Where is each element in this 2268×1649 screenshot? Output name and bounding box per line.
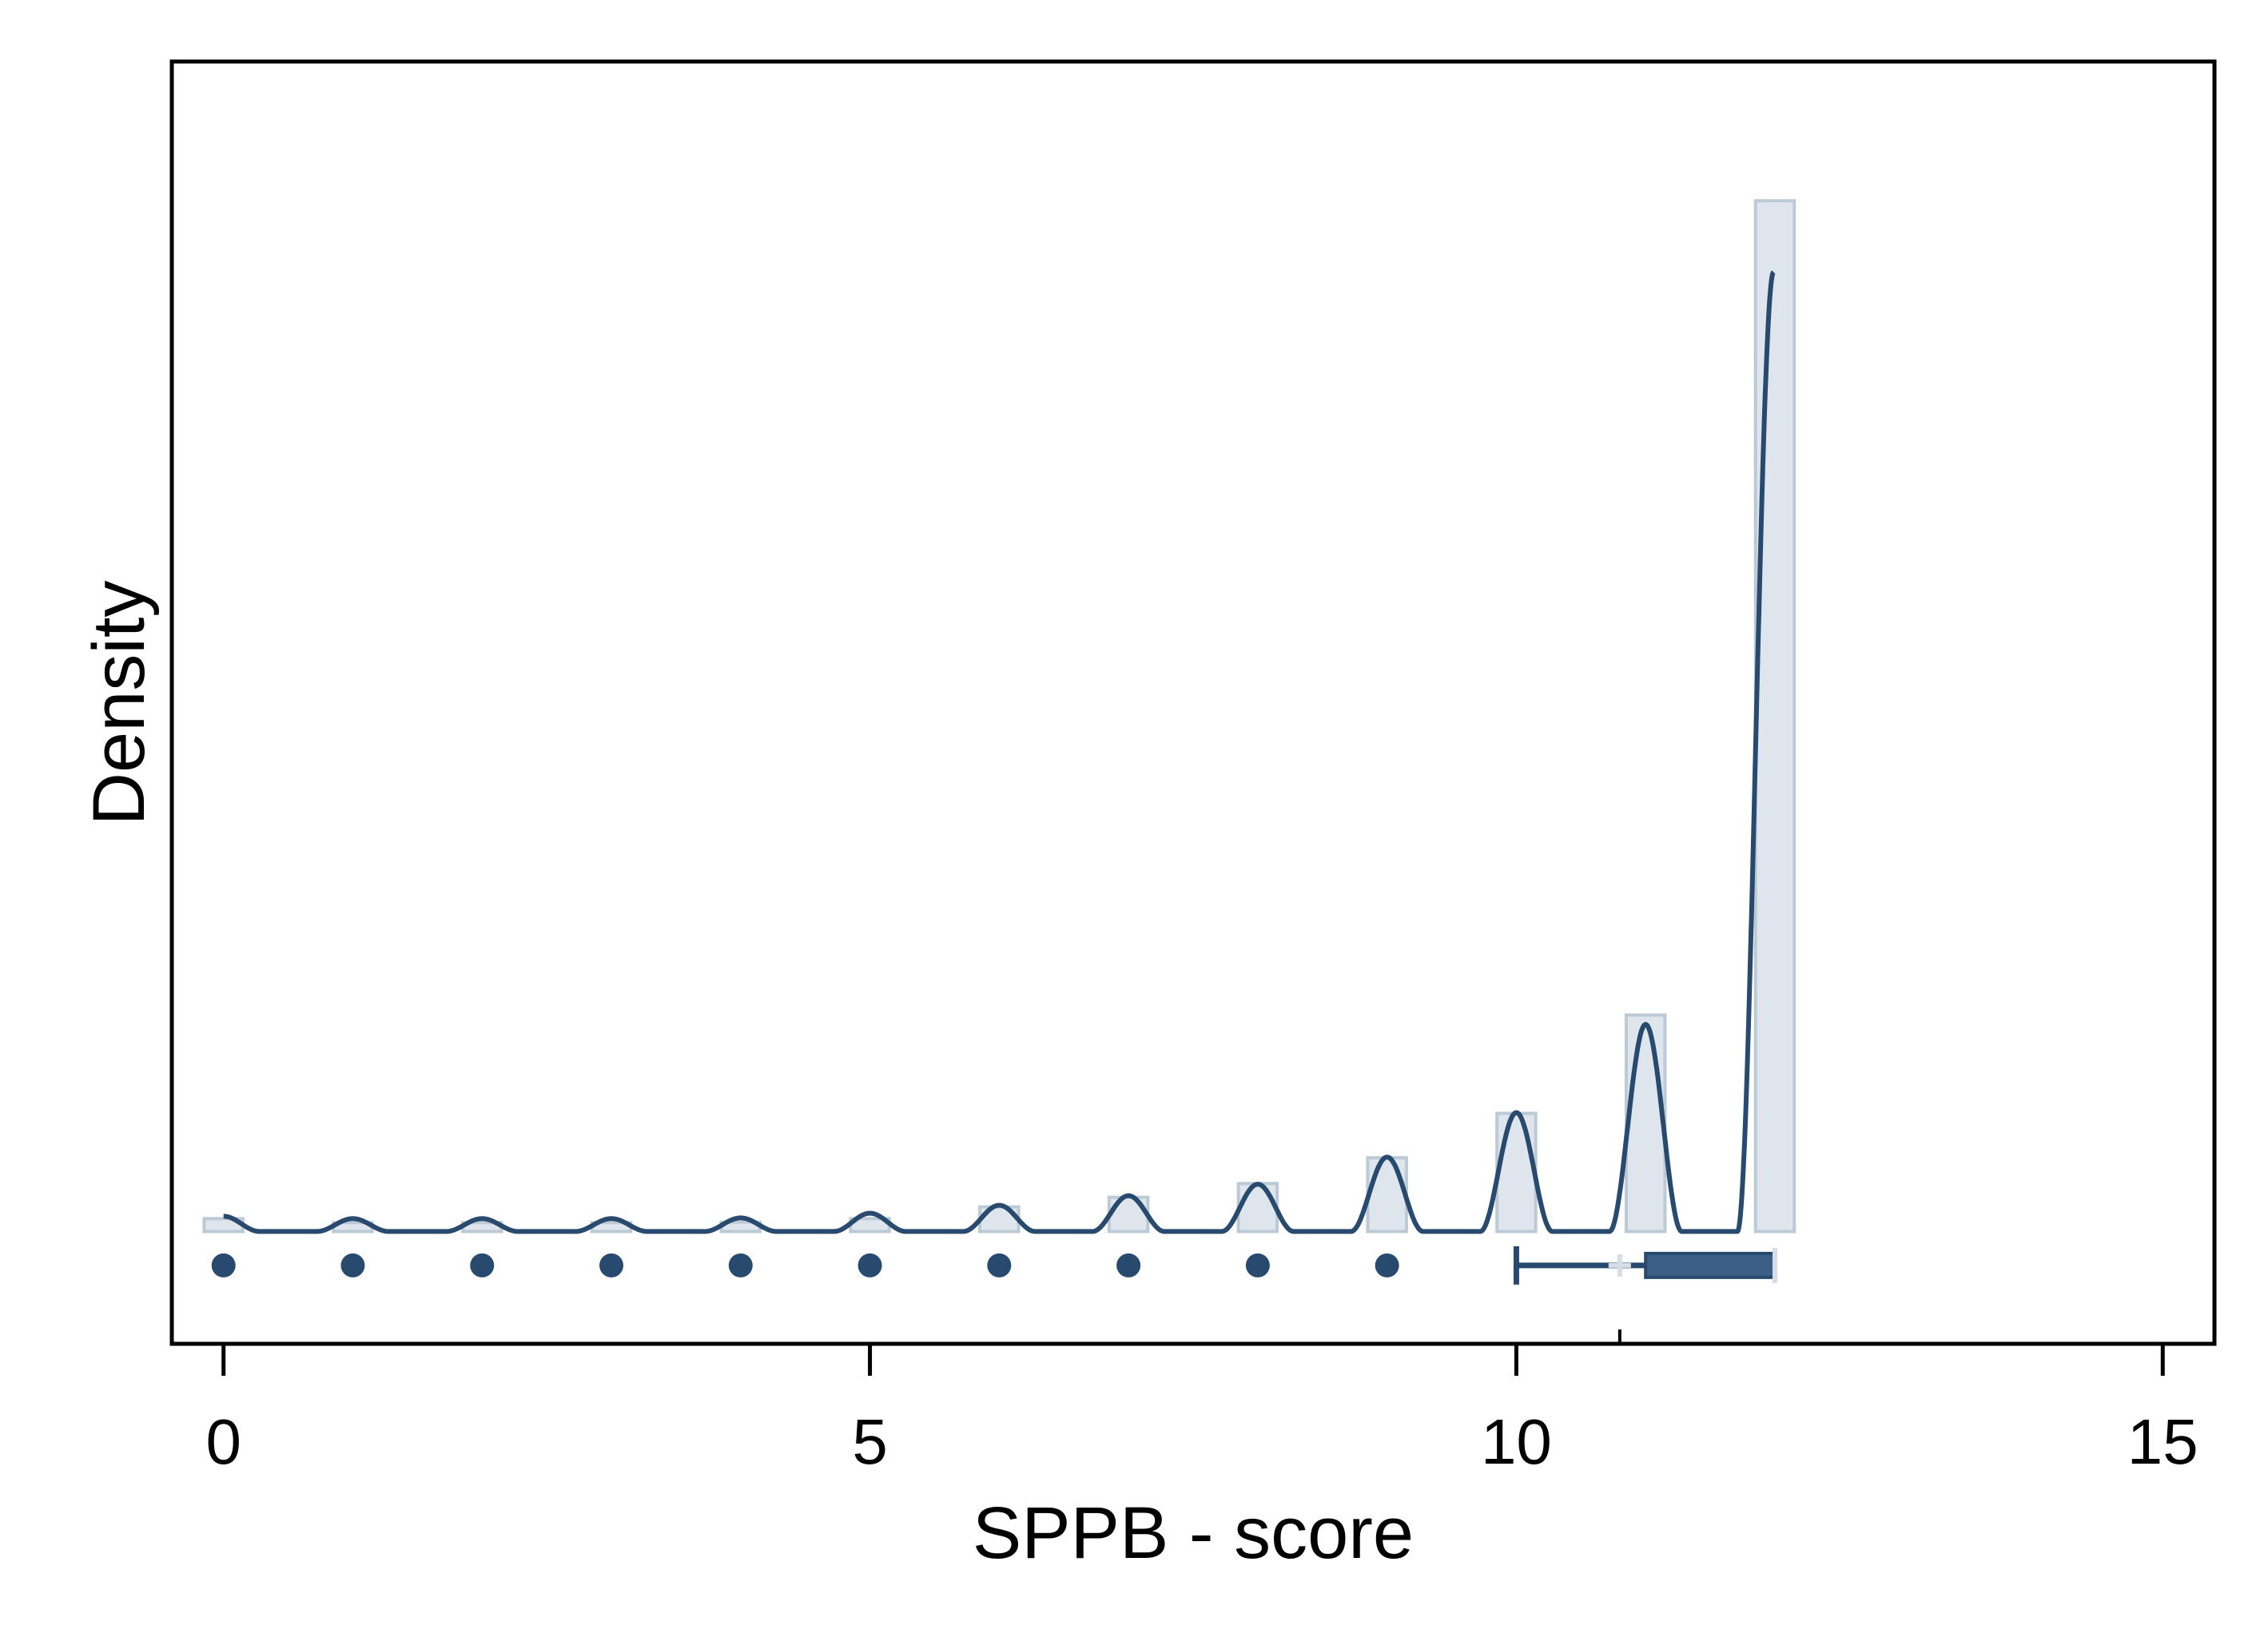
x-axis-ticks bbox=[221, 1344, 2165, 1376]
outlier-point bbox=[987, 1253, 1012, 1277]
histogram-bar bbox=[1495, 1111, 1538, 1234]
x-axis-title: SPPB - score bbox=[973, 1492, 1414, 1574]
plot-frame bbox=[169, 59, 2217, 1346]
box-iqr bbox=[1644, 1251, 1777, 1279]
outlier-point bbox=[1245, 1253, 1270, 1277]
density-line bbox=[221, 270, 1776, 1234]
histogram-bar bbox=[1624, 1013, 1667, 1234]
outlier-point bbox=[728, 1253, 753, 1277]
x-tick-label: 5 bbox=[852, 1406, 888, 1477]
x-axis-tick-labels: 0 5 10 15 bbox=[205, 1406, 2198, 1477]
y-axis-title: Density bbox=[78, 581, 160, 826]
outlier-point bbox=[340, 1253, 365, 1277]
histogram-bar bbox=[1366, 1156, 1408, 1234]
outlier-points bbox=[211, 1253, 1399, 1277]
x-tick-label: 15 bbox=[2127, 1406, 2198, 1477]
x-tick-label: 10 bbox=[1481, 1406, 1552, 1477]
outlier-point bbox=[1375, 1253, 1399, 1277]
outlier-point bbox=[211, 1253, 236, 1277]
outlier-point bbox=[599, 1253, 624, 1277]
outlier-point bbox=[1116, 1253, 1141, 1277]
histogram-bars bbox=[202, 199, 1796, 1234]
box-plot bbox=[1513, 1246, 1777, 1344]
histogram-bar bbox=[1753, 199, 1796, 1234]
histogram-bar bbox=[1236, 1182, 1279, 1234]
x-tick-label: 0 bbox=[205, 1406, 241, 1477]
outlier-point bbox=[857, 1253, 882, 1277]
histogram-bar bbox=[1107, 1195, 1150, 1234]
outlier-point bbox=[470, 1253, 495, 1277]
